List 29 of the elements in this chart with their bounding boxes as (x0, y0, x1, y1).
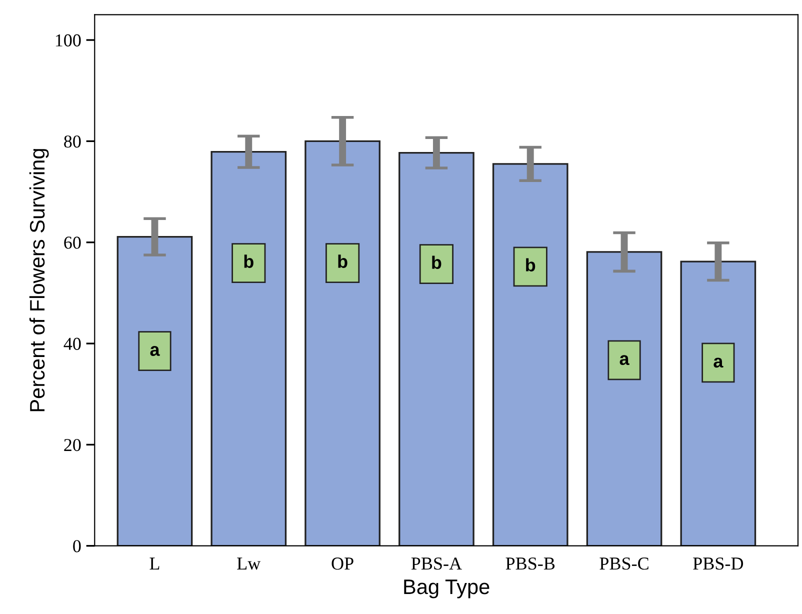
x-tick-label: Lw (237, 558, 261, 570)
y-axis-title: Percent of Flowers Surviving (29, 149, 49, 412)
bar (586, 251, 662, 546)
annotation: b (432, 256, 442, 269)
y-tick-label: 20 (64, 438, 81, 452)
annotation: b (338, 254, 348, 268)
annotation: b (244, 254, 254, 268)
bar (116, 236, 193, 546)
bar (680, 260, 756, 546)
y-tick-label: 80 (64, 135, 81, 148)
x-tick-label: PBS-A (411, 558, 462, 570)
y-tick-label: 100 (56, 34, 81, 46)
annotation: b (526, 258, 536, 272)
bar (398, 152, 474, 546)
annotation: a (620, 355, 630, 366)
y-tick-label: 40 (64, 338, 81, 350)
annotation: a (714, 358, 724, 368)
bar (304, 140, 380, 546)
x-axis-title: Bag Type (404, 580, 490, 598)
bar (492, 163, 568, 546)
x-tick-label: OP (332, 558, 354, 570)
bar (210, 150, 287, 546)
x-tick-label: PBS-C (600, 558, 648, 570)
x-tick-label: PBS-B (506, 558, 555, 570)
annotation: a (150, 346, 160, 356)
y-tick-label: 60 (64, 236, 81, 249)
x-tick-label: L (150, 558, 160, 570)
x-tick-label: PBS-D (693, 558, 744, 570)
y-tick-label: 0 (73, 540, 81, 552)
